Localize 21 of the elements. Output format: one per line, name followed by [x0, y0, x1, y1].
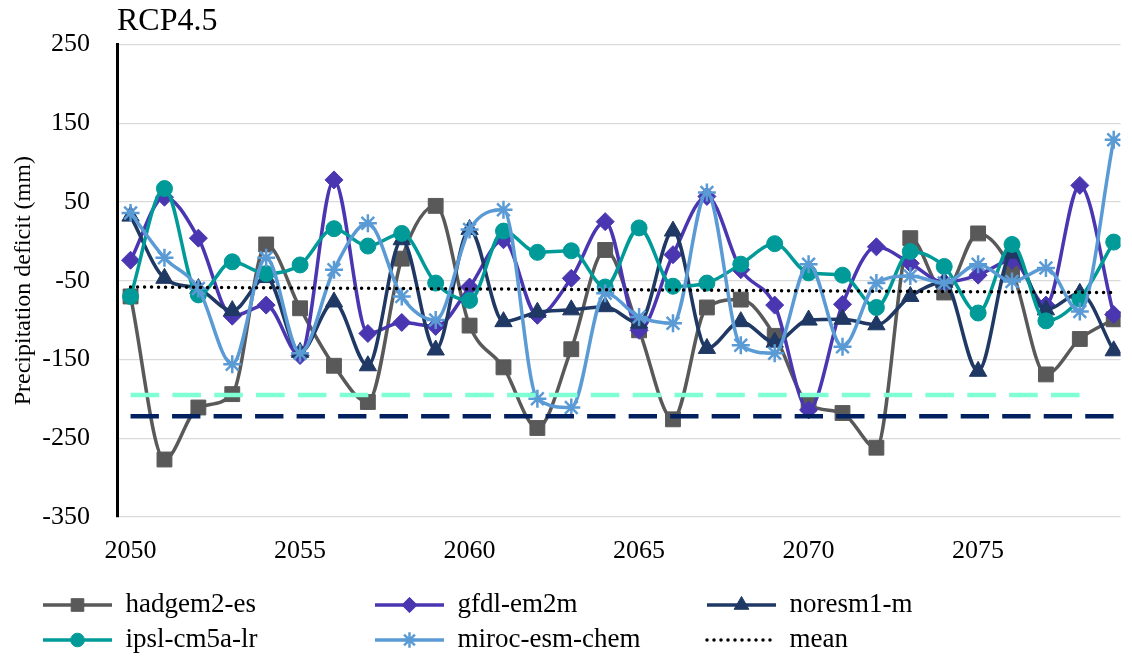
y-tick-label: 150 [51, 106, 90, 136]
chart-title: RCP4.5 [117, 0, 218, 37]
legend-label: noresm1-m [789, 588, 913, 619]
y-tick-label: -250 [42, 422, 90, 452]
legend-label: gfdl-em2m [457, 588, 578, 619]
legend-label: mean [789, 623, 849, 654]
legend-label: hadgem2-es [125, 588, 256, 619]
legend-label: ipsl-cm5a-lr [125, 623, 258, 654]
y-axis-title: Precipitation deficit (mm) [8, 156, 35, 406]
x-tick-label: 2050 [104, 535, 157, 565]
x-tick-label: 2070 [782, 535, 835, 565]
x-tick-label: 2065 [613, 535, 666, 565]
legend-label: miroc-esm-chem [457, 623, 641, 654]
x-tick-label: 2075 [952, 535, 1005, 565]
x-tick-label: 2060 [443, 535, 496, 565]
y-tick-label: -150 [42, 343, 90, 373]
y-tick-label: 50 [64, 185, 90, 215]
y-tick-label: -350 [42, 500, 90, 530]
y-tick-label: 250 [51, 28, 90, 58]
y-tick-label: -50 [55, 264, 90, 294]
x-tick-label: 2055 [274, 535, 327, 565]
